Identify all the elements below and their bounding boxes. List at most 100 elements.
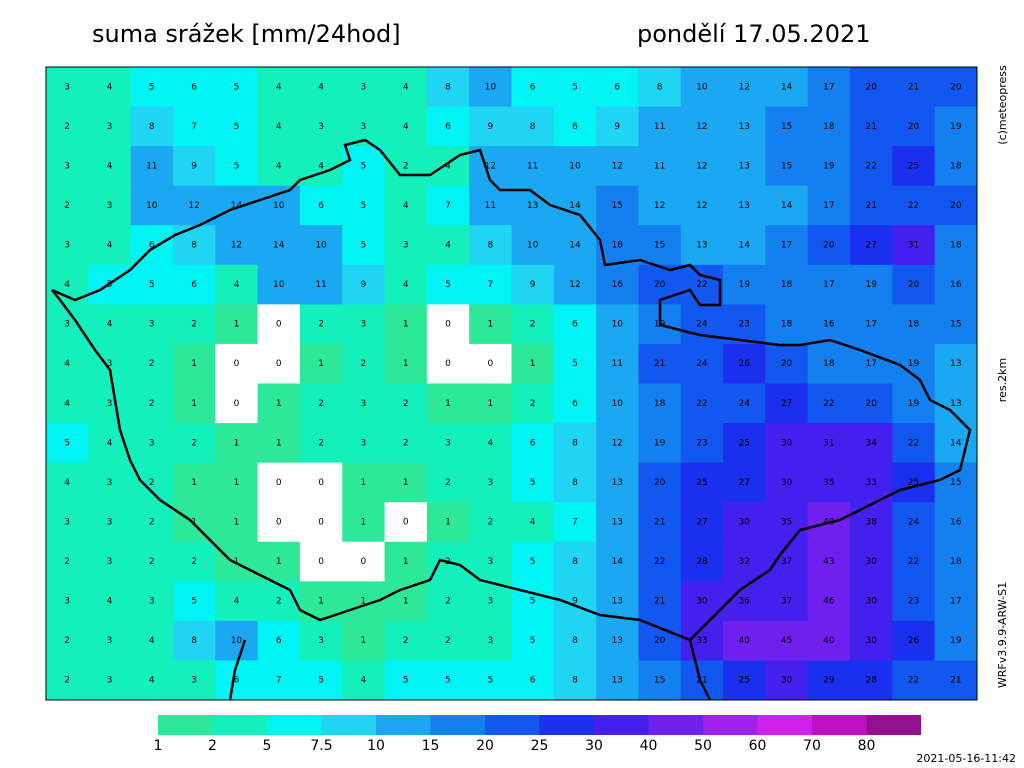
colorbar-box: [594, 715, 649, 735]
precip-value: 3: [403, 241, 409, 251]
precip-value: 18: [823, 122, 835, 132]
precip-cell: [172, 581, 216, 622]
precip-cell: [850, 106, 893, 147]
precip-value: 12: [696, 201, 707, 211]
precip-value: 19: [950, 636, 962, 646]
precip-cell: [807, 660, 851, 701]
precip-cell: [215, 304, 259, 345]
precip-value: 10: [273, 201, 285, 211]
colorbar-label: 40: [640, 738, 658, 754]
precip-value: 1: [276, 399, 282, 409]
precip-cell: [46, 383, 89, 424]
precip-value: 13: [696, 241, 707, 251]
precip-value: 0: [234, 359, 240, 369]
colorbar-label: 70: [803, 738, 821, 754]
precip-cell: [596, 343, 639, 384]
precip-cell: [850, 541, 893, 582]
precip-value: 4: [318, 161, 324, 171]
precip-cell: [892, 581, 936, 622]
precip-value: 5: [487, 676, 493, 686]
precip-cell: [892, 383, 936, 424]
precip-cell: [130, 264, 174, 305]
precip-cell: [46, 67, 89, 108]
precip-value: 6: [530, 82, 536, 92]
precip-cell: [384, 423, 428, 464]
precip-value: 37: [781, 597, 792, 607]
precip-cell: [130, 383, 174, 424]
precip-value: 3: [107, 201, 113, 211]
precip-cell: [596, 660, 639, 701]
precip-value: 5: [191, 597, 197, 607]
precip-cell: [850, 264, 893, 305]
precip-value: 3: [487, 636, 493, 646]
precip-cell: [384, 541, 428, 582]
precip-cell: [299, 660, 343, 701]
precip-cell: [892, 225, 936, 266]
precip-cell: [384, 264, 428, 305]
precip-cell: [384, 620, 428, 661]
precip-cell: [342, 225, 386, 266]
precip-cell: [384, 343, 428, 384]
precip-cell: [215, 106, 259, 147]
precip-cell: [680, 343, 724, 384]
precip-value: 21: [654, 517, 665, 527]
precip-value: 4: [107, 438, 113, 448]
precip-cell: [215, 67, 259, 108]
precip-value: 0: [234, 399, 240, 409]
border-north: [51, 138, 972, 701]
precip-cell: [130, 462, 174, 503]
precip-value: 25: [739, 676, 750, 686]
precip-value: 4: [107, 161, 113, 171]
precip-value: 1: [361, 597, 367, 607]
precip-value: 22: [654, 557, 665, 567]
colorbar-box: [485, 715, 540, 735]
precip-value: 4: [403, 122, 409, 132]
precip-value: 1: [403, 359, 409, 369]
precip-cell: [596, 146, 639, 187]
precip-value: 5: [530, 636, 536, 646]
precip-value: 1: [403, 320, 409, 330]
colorbar-label: 20: [476, 738, 494, 754]
colorbar-box: [539, 715, 594, 735]
precip-cell: [46, 581, 89, 622]
precip-value: 26: [908, 636, 920, 646]
precip-value: 2: [64, 122, 70, 132]
precip-value: 3: [149, 597, 155, 607]
precip-value: 3: [64, 517, 70, 527]
precip-value: 27: [696, 517, 707, 527]
precip-value: 10: [485, 82, 497, 92]
precip-value: 1: [487, 399, 493, 409]
precip-cell: [934, 304, 978, 345]
precip-cell: [215, 462, 259, 503]
precip-value: 22: [908, 438, 919, 448]
precip-value: 5: [530, 597, 536, 607]
precip-cell: [469, 502, 512, 543]
precip-value: 28: [696, 557, 708, 567]
precip-value: 43: [823, 557, 834, 567]
precip-cell: [88, 383, 132, 424]
precip-cell: [299, 541, 343, 582]
precip-value: 18: [950, 557, 962, 567]
precip-value: 21: [865, 122, 876, 132]
precip-value: 2: [445, 478, 451, 488]
precip-cell: [384, 185, 428, 226]
precip-cell: [892, 502, 936, 543]
precip-cell: [130, 423, 174, 464]
precip-value: 1: [318, 359, 324, 369]
precip-value: 3: [487, 597, 493, 607]
precip-cell: [850, 225, 893, 266]
precip-value: 10: [315, 241, 327, 251]
copyright: (c)meteopress: [996, 65, 1009, 145]
precip-value: 9: [361, 280, 367, 290]
precip-cell: [723, 620, 766, 661]
precip-value: 35: [781, 517, 792, 527]
precip-value: 4: [361, 676, 367, 686]
precip-cell: [130, 541, 174, 582]
precip-value: 2: [191, 320, 197, 330]
precip-value: 4: [403, 82, 409, 92]
precip-cell: [130, 502, 174, 543]
precip-value: 0: [276, 359, 282, 369]
precip-value: 6: [445, 122, 451, 132]
precip-value: 1: [487, 320, 493, 330]
precip-value: 4: [107, 320, 113, 330]
